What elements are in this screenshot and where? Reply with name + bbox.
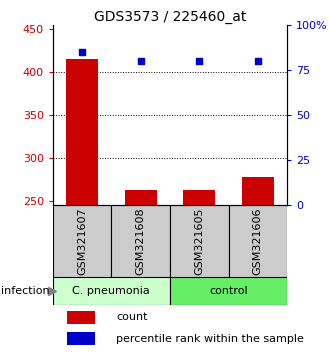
Bar (242, 177, 274, 205)
Bar (228, 205, 287, 277)
Bar (112, 205, 170, 277)
Text: GSM321606: GSM321606 (253, 207, 263, 275)
Text: GSM321605: GSM321605 (194, 207, 204, 275)
Text: GSM321608: GSM321608 (136, 207, 146, 275)
Text: infection: infection (1, 286, 50, 296)
Bar (53, 277, 170, 305)
Title: GDS3573 / 225460_at: GDS3573 / 225460_at (94, 10, 246, 24)
Bar (170, 277, 287, 305)
Bar (67, 332, 95, 345)
Bar (53, 205, 112, 277)
Point (138, 58, 143, 64)
Text: control: control (209, 286, 248, 296)
Bar (66, 59, 98, 205)
Text: percentile rank within the sample: percentile rank within the sample (116, 333, 304, 343)
Bar (183, 190, 215, 205)
Point (255, 58, 260, 64)
Point (80, 49, 85, 55)
Text: C. pneumonia: C. pneumonia (73, 286, 150, 296)
Point (197, 58, 202, 64)
Bar (170, 205, 229, 277)
Text: GSM321607: GSM321607 (77, 207, 87, 275)
Bar (124, 190, 157, 205)
Text: count: count (116, 313, 148, 322)
Bar (67, 311, 95, 324)
